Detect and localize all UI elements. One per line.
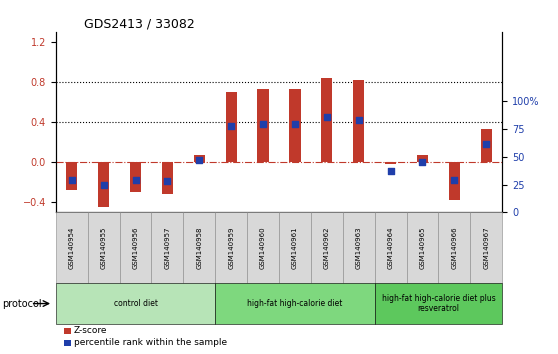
Point — [99, 182, 108, 188]
Point — [195, 157, 204, 163]
Bar — [225, 92, 237, 162]
Point — [354, 118, 363, 123]
Point — [386, 169, 395, 174]
Text: Z-score: Z-score — [74, 326, 107, 336]
Text: GSM140954: GSM140954 — [69, 227, 75, 269]
Text: protocol: protocol — [2, 298, 42, 309]
Bar — [130, 162, 141, 192]
Point — [68, 177, 76, 183]
Text: GSM140965: GSM140965 — [420, 227, 426, 269]
Bar — [385, 162, 396, 164]
Bar — [66, 162, 78, 190]
Bar — [480, 129, 492, 162]
Text: GSM140956: GSM140956 — [132, 227, 138, 269]
Text: high-fat high-calorie diet plus
resveratrol: high-fat high-calorie diet plus resverat… — [382, 294, 496, 313]
Point — [163, 178, 172, 184]
Bar — [353, 80, 364, 162]
Point — [482, 141, 490, 146]
Bar — [162, 162, 173, 194]
Bar — [98, 162, 109, 207]
Text: GSM140958: GSM140958 — [196, 227, 203, 269]
Text: GDS2413 / 33082: GDS2413 / 33082 — [84, 18, 194, 31]
Point — [291, 121, 300, 126]
Bar — [417, 155, 428, 162]
Text: GSM140961: GSM140961 — [292, 227, 298, 269]
Point — [258, 121, 267, 126]
Text: GSM140963: GSM140963 — [355, 227, 362, 269]
Bar — [257, 89, 268, 162]
Text: GSM140959: GSM140959 — [228, 227, 234, 269]
Text: GSM140962: GSM140962 — [324, 227, 330, 269]
Bar — [290, 89, 301, 162]
Point — [450, 177, 459, 183]
Bar — [321, 78, 333, 162]
Text: GSM140966: GSM140966 — [451, 227, 458, 269]
Bar — [194, 155, 205, 162]
Text: GSM140960: GSM140960 — [260, 227, 266, 269]
Point — [323, 114, 331, 120]
Bar — [449, 162, 460, 200]
Point — [227, 123, 235, 129]
Point — [131, 177, 140, 183]
Text: GSM140957: GSM140957 — [165, 227, 170, 269]
Text: GSM140967: GSM140967 — [483, 227, 489, 269]
Text: GSM140955: GSM140955 — [100, 227, 107, 269]
Text: control diet: control diet — [113, 299, 157, 308]
Text: high-fat high-calorie diet: high-fat high-calorie diet — [247, 299, 343, 308]
Text: GSM140964: GSM140964 — [388, 227, 393, 269]
Point — [418, 160, 427, 165]
Text: percentile rank within the sample: percentile rank within the sample — [74, 338, 227, 347]
